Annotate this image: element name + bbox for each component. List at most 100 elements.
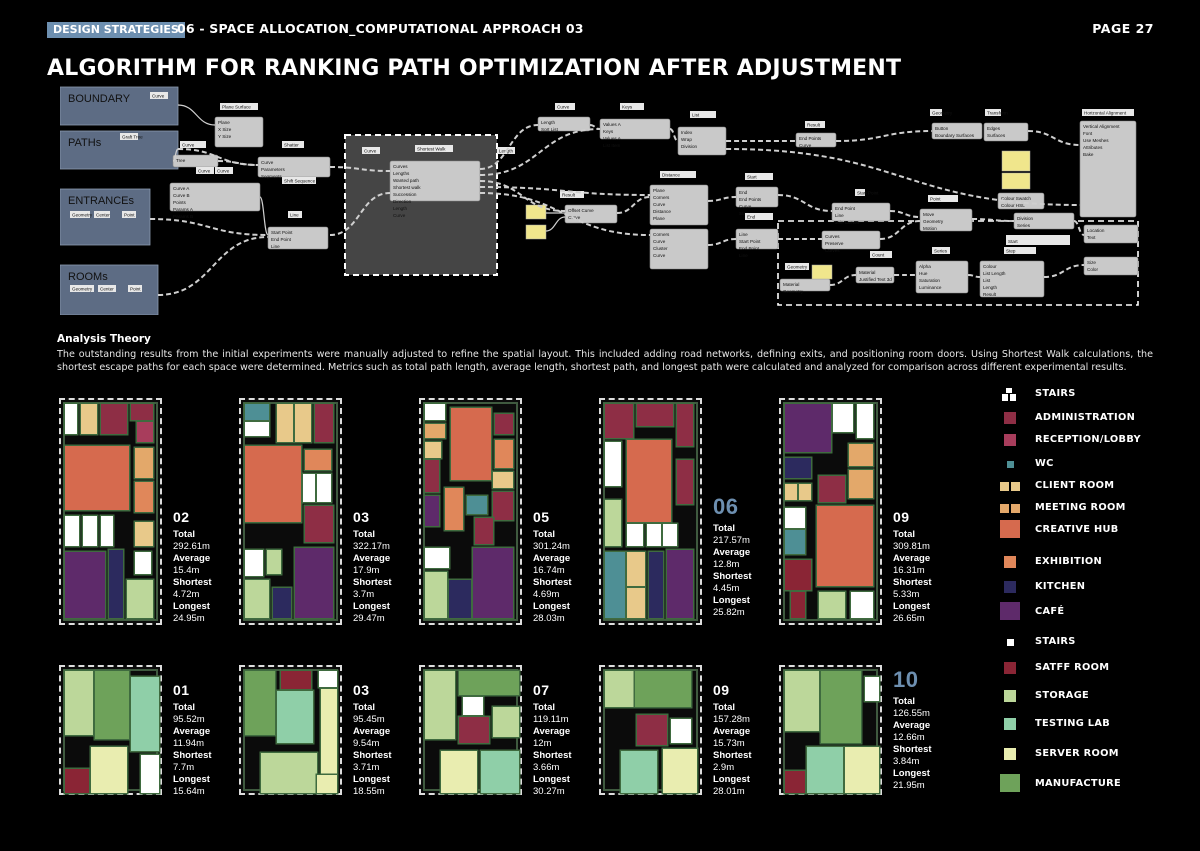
node-label: End (747, 215, 756, 220)
node-label: Vertical Alignment (1083, 124, 1120, 129)
node-label: Length (983, 285, 997, 290)
node-label: Point (124, 213, 135, 218)
room-ad (677, 404, 693, 446)
room-sg (245, 580, 269, 618)
param-tag (282, 177, 316, 184)
node-label: Shift Sequence (284, 179, 316, 184)
room-hub (817, 506, 873, 586)
row2-stats-3: 07 Total 119.11m Average 12m Shortest 3.66m Lon… (533, 683, 572, 796)
room-sv (845, 747, 879, 793)
swatch-node (1006, 235, 1070, 245)
page-number: PAGE 27 (1092, 21, 1154, 36)
wire (177, 104, 216, 126)
node-label: Curves (825, 248, 840, 253)
component-node (649, 184, 709, 226)
node-label: Wrap (681, 137, 692, 142)
longest-label: Longest (893, 768, 930, 779)
row1-plan-1 (59, 398, 162, 625)
node-label: Geometry (787, 265, 808, 270)
row1-plan-3 (419, 398, 522, 625)
room-sg (267, 550, 281, 574)
node-label: Start Point (857, 191, 879, 196)
node-label: Direction (393, 199, 412, 204)
room-cl (627, 552, 645, 586)
row2-stats-5: 10 Total 126.55m Average 12.66m Shortest 3.84m… (893, 669, 932, 790)
component-node (214, 116, 264, 148)
room-sg (425, 572, 447, 618)
room-st (865, 677, 879, 701)
room-cl (799, 484, 811, 500)
param-tag (122, 211, 136, 218)
plan-id: 03 (353, 509, 370, 525)
row2-stats-1: 01 Total 95.52m Average 11.94m Shortest 7.7m Lo… (173, 683, 212, 796)
corridor-outline (63, 402, 158, 621)
total-value: 217.57m (713, 534, 750, 546)
wire (329, 192, 391, 236)
legend-swatch (1000, 504, 1020, 513)
room-wc (467, 496, 487, 514)
node-label: Use Meshes (1083, 138, 1109, 143)
node-label: Start Point (739, 239, 761, 244)
longest-label: Longest (893, 601, 930, 612)
room-mf (95, 671, 129, 739)
room-sf (785, 771, 805, 793)
room-sf (65, 769, 89, 793)
component-node (997, 192, 1045, 210)
wire (479, 192, 651, 236)
room-cl (627, 588, 645, 618)
plan-id: 05 (533, 509, 550, 525)
shortest-value: 3.66m (533, 761, 560, 773)
room-ad (425, 460, 439, 492)
node-label: Motion (923, 226, 937, 231)
row2-plan-5 (779, 665, 882, 795)
total-label: Total (353, 529, 375, 540)
legend-label: WC (1035, 458, 1054, 469)
node-label: Division (1017, 216, 1034, 221)
section-tag: DESIGN STRATEGIES (47, 22, 185, 38)
room-st (671, 719, 691, 743)
shortest-value: 5.33m (893, 588, 920, 600)
component-node (979, 260, 1045, 298)
node-label: Curve (653, 202, 666, 207)
node-label: Line (739, 232, 748, 237)
node-label: Step (1006, 249, 1016, 254)
total-value: 126.55m (893, 707, 930, 719)
longest-label: Longest (173, 601, 210, 612)
node-label: Cluster (653, 246, 668, 251)
wire (149, 218, 269, 236)
total-value: 95.52m (173, 713, 205, 725)
room-tl (277, 691, 313, 743)
total-label: Total (173, 702, 195, 713)
longest-label: Longest (713, 774, 750, 785)
room-kt (449, 580, 471, 618)
node-label: Params B (173, 214, 193, 219)
param-tag (282, 141, 304, 148)
node-label: Parameters (261, 167, 285, 172)
average-label: Average (173, 726, 211, 737)
node-label: Start (747, 175, 757, 180)
legend-swatch (1004, 690, 1016, 702)
room-mt (849, 444, 873, 466)
node-label: Curve B (173, 193, 190, 198)
average-value: 17.9m (353, 564, 380, 576)
corridor-outline (783, 402, 878, 621)
node-label: Values A (603, 122, 622, 127)
room-st (647, 524, 661, 546)
wire (707, 196, 737, 202)
legend-swatch (1002, 388, 1016, 402)
room-kt (273, 588, 291, 618)
node-label: End Point (271, 237, 292, 242)
param-tag (785, 263, 809, 270)
room-ad (459, 717, 489, 743)
room-sg (605, 671, 635, 707)
node-label: Shatter (284, 143, 299, 148)
node-label: List (692, 113, 700, 118)
node-label: Count (872, 253, 885, 258)
row2-plan-3 (419, 665, 522, 795)
plan-id: 09 (713, 682, 730, 698)
legend-swatch (1004, 581, 1016, 593)
node-label: Succession (393, 192, 417, 197)
node-label: End (739, 190, 748, 195)
plan-id: 03 (353, 682, 370, 698)
param-tag (180, 141, 206, 148)
